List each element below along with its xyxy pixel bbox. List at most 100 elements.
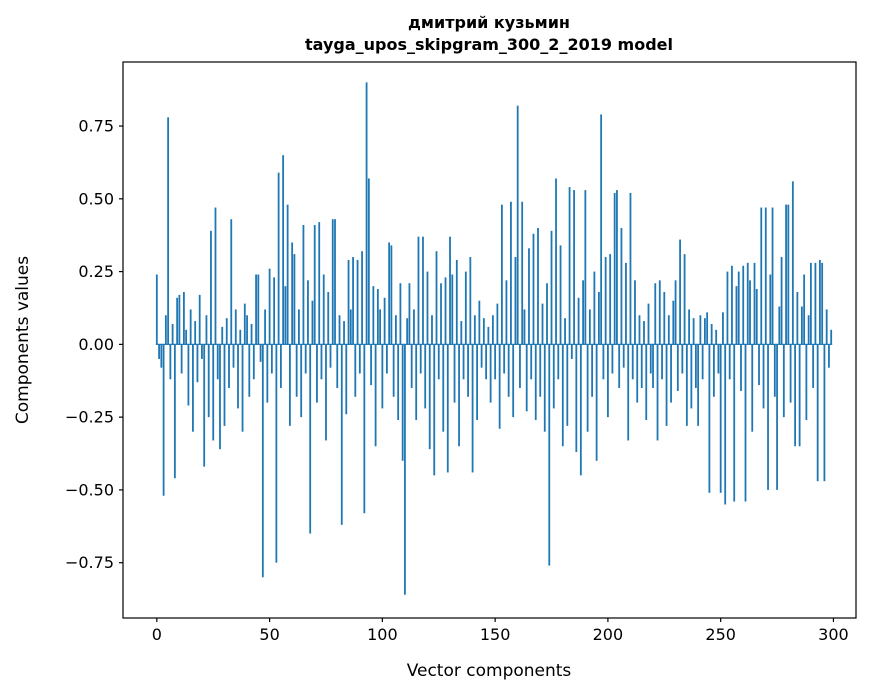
bar	[525, 344, 528, 412]
bar	[473, 315, 476, 345]
bar	[679, 239, 681, 345]
bar	[505, 280, 508, 345]
bar	[528, 248, 530, 345]
bar	[634, 280, 636, 345]
bar	[388, 242, 391, 345]
bar	[823, 344, 826, 482]
bar	[304, 344, 307, 374]
bar	[584, 190, 587, 345]
bar	[395, 315, 397, 345]
bar	[440, 283, 442, 345]
bar	[302, 225, 305, 345]
bar	[307, 280, 309, 345]
bar	[219, 344, 221, 450]
bar	[467, 344, 469, 397]
bar	[656, 344, 659, 441]
bar	[210, 230, 212, 345]
bar	[807, 315, 810, 345]
bar	[697, 344, 700, 426]
bar	[426, 271, 429, 345]
bar	[523, 309, 526, 345]
bar	[568, 187, 571, 345]
bar	[410, 344, 413, 389]
bar	[706, 312, 709, 345]
bar	[809, 262, 812, 345]
bar	[390, 245, 393, 345]
bar	[183, 291, 185, 345]
bar	[800, 306, 803, 345]
bar	[755, 289, 758, 345]
chart-title-line1: дмитрий кузьмин	[408, 13, 570, 32]
bar	[537, 227, 539, 345]
bar	[507, 344, 510, 397]
bar	[338, 315, 341, 345]
bar	[618, 344, 621, 389]
bar	[241, 344, 244, 432]
bar	[406, 318, 409, 345]
bar	[442, 344, 445, 432]
bar	[510, 201, 512, 345]
bar	[437, 344, 440, 380]
bar	[751, 344, 754, 432]
bar	[268, 268, 271, 345]
bar	[336, 344, 339, 389]
bar	[776, 344, 778, 490]
bar	[638, 315, 641, 345]
bar	[753, 262, 756, 345]
bar	[273, 277, 276, 345]
bar	[737, 271, 740, 345]
y-tick-label: 0.75	[78, 117, 114, 136]
bar	[647, 303, 650, 345]
bar	[354, 344, 357, 397]
bar	[812, 344, 815, 389]
bar	[189, 309, 192, 345]
zero-baseline	[155, 343, 833, 345]
bar	[597, 291, 600, 345]
bar	[255, 274, 257, 345]
bar	[620, 227, 623, 345]
y-axis-label: Components values	[13, 256, 33, 424]
bar	[710, 323, 713, 345]
bar	[663, 291, 666, 345]
bar	[469, 257, 472, 345]
bar	[494, 344, 497, 380]
bar	[622, 344, 625, 368]
bar	[762, 344, 765, 409]
bar	[491, 315, 494, 345]
bar	[676, 344, 679, 391]
bar	[701, 344, 704, 380]
bar	[462, 344, 465, 380]
bar	[230, 219, 233, 345]
bar	[225, 318, 228, 345]
bar	[458, 344, 460, 447]
bar	[419, 344, 422, 374]
bar	[607, 344, 609, 418]
bar	[372, 286, 375, 345]
bar	[453, 344, 456, 403]
bar	[482, 318, 485, 345]
bar	[187, 344, 190, 406]
bar	[221, 326, 224, 345]
bar	[681, 344, 684, 374]
bar	[722, 312, 724, 345]
bar	[798, 344, 801, 447]
bar	[816, 344, 819, 482]
bar	[586, 344, 589, 432]
bar	[311, 300, 314, 345]
bar	[764, 207, 767, 345]
bar	[162, 344, 165, 496]
bar	[239, 329, 242, 345]
bar	[636, 344, 639, 403]
bar	[243, 303, 246, 345]
bar	[771, 207, 774, 345]
bar	[546, 283, 548, 345]
bar	[643, 321, 645, 345]
bar	[205, 315, 208, 345]
bar	[674, 280, 677, 345]
bar	[604, 257, 607, 345]
bar	[282, 155, 285, 345]
bar	[814, 262, 817, 345]
bar	[564, 318, 566, 345]
bars-group	[155, 82, 833, 595]
bar	[561, 344, 564, 447]
